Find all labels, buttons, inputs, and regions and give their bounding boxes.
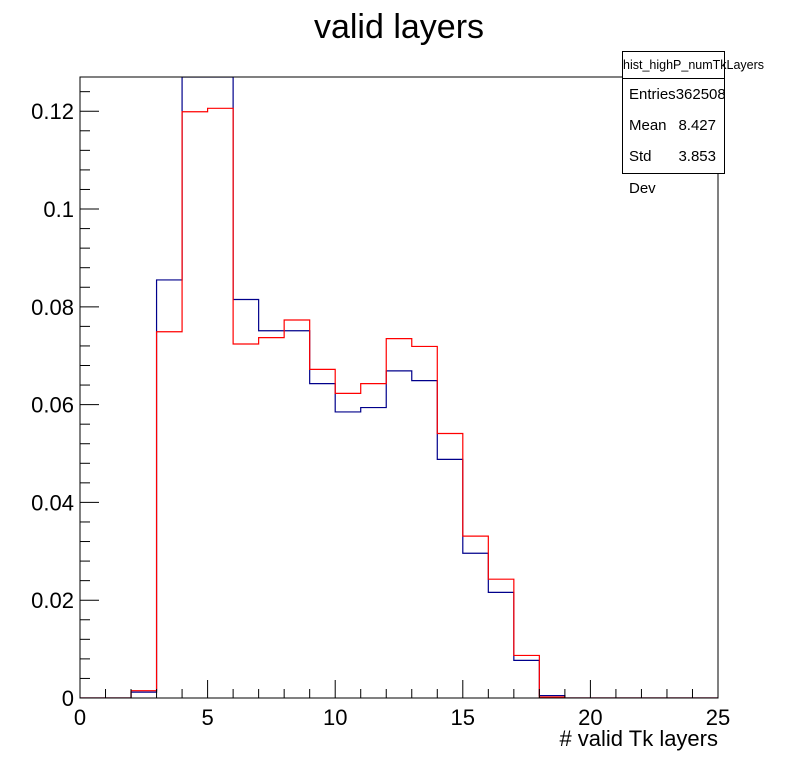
stats-label: Std Dev <box>629 148 656 197</box>
y-tick-label: 0.12 <box>31 99 74 124</box>
x-tick-label: 10 <box>323 705 347 730</box>
y-tick-label: 0.06 <box>31 393 74 418</box>
y-tick-label: 0.1 <box>43 197 74 222</box>
stats-row-entries: Entries 362508 <box>623 79 726 110</box>
y-tick-label: 0.08 <box>31 295 74 320</box>
series-line-1 <box>80 107 718 698</box>
stats-label: Mean <box>629 117 667 134</box>
plot-frame <box>79 76 719 699</box>
stats-box-title: hist_highP_numTkLayers <box>623 52 764 79</box>
x-tick-label: 25 <box>706 705 730 730</box>
x-tick-label: 20 <box>578 705 602 730</box>
x-tick-label: 5 <box>201 705 213 730</box>
y-tick-label: 0.02 <box>31 588 74 613</box>
tick-label-layer: 0 5 10 15 20 25 0 0.02 0.04 0.06 0.08 0.1 0.12 <box>31 99 730 730</box>
x-tick-label: 15 <box>451 705 475 730</box>
stats-value: 362508 <box>675 86 726 103</box>
stats-row-stddev: Std Dev 3.853 <box>623 141 724 197</box>
x-tick-label: 0 <box>74 705 86 730</box>
x-axis-label: # valid Tk layers <box>559 726 718 751</box>
stats-value: 8.427 <box>678 117 716 134</box>
y-tick-label: 0 <box>62 686 74 711</box>
stats-box: hist_highP_numTkLayers Entries 362508 Me… <box>622 51 764 197</box>
y-tick-label: 0.04 <box>31 490 74 515</box>
chart-title: valid layers <box>313 8 485 46</box>
stats-row-mean: Mean 8.427 <box>623 110 724 141</box>
tick-layer <box>79 91 719 699</box>
stats-value: 3.853 <box>678 148 716 165</box>
stats-label: Entries <box>629 86 676 103</box>
